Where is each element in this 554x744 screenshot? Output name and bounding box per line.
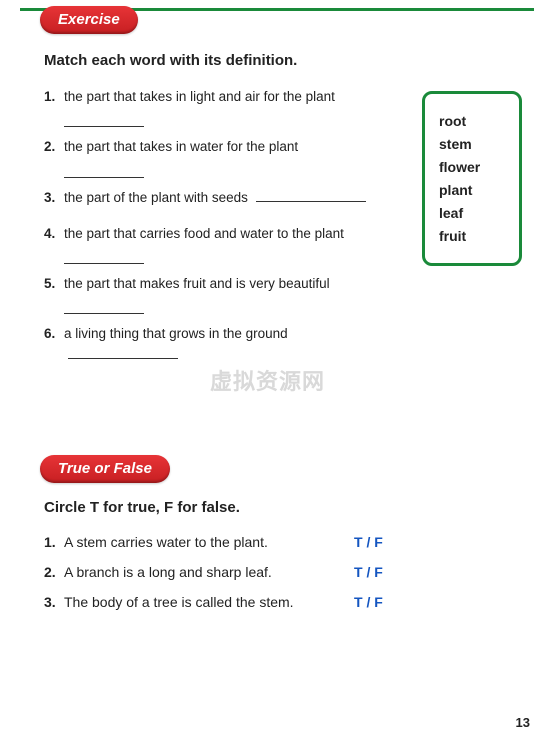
question-text-inner: the part of the plant with seeds [64, 190, 248, 205]
tf-item: 2. A branch is a long and sharp leaf. T … [44, 564, 554, 580]
answer-blank[interactable] [64, 250, 144, 264]
tf-choice[interactable]: T / F [354, 534, 383, 550]
true-false-pill: True or False [40, 455, 170, 483]
true-false-pill-label: True or False [58, 460, 152, 477]
tf-text: The body of a tree is called the stem. [64, 594, 354, 610]
tf-number: 2. [44, 564, 64, 580]
question-item: 6. a living thing that grows in the grou… [44, 324, 526, 365]
word-box: root stem flower plant leaf fruit [422, 91, 522, 266]
tf-text: A stem carries water to the plant. [64, 534, 354, 550]
tf-choice[interactable]: T / F [354, 564, 383, 580]
question-number: 4. [44, 224, 64, 244]
question-number: 2. [44, 137, 64, 157]
tf-item: 3. The body of a tree is called the stem… [44, 594, 554, 610]
question-text: the part that makes fruit and is very be… [64, 274, 526, 294]
word-option: stem [439, 136, 505, 152]
question-item: 5. the part that makes fruit and is very… [44, 274, 526, 294]
exercise-instruction: Match each word with its definition. [44, 52, 554, 69]
word-option: fruit [439, 228, 505, 244]
answer-blank[interactable] [64, 113, 144, 127]
question-number: 3. [44, 188, 64, 208]
word-option: leaf [439, 205, 505, 221]
question-text: a living thing that grows in the ground [64, 324, 526, 365]
true-false-section: True or False Circle T for true, F for f… [0, 455, 554, 610]
answer-blank[interactable] [68, 347, 178, 359]
question-text-inner: a living thing that grows in the ground [64, 326, 288, 341]
match-area: 1. the part that takes in light and air … [44, 87, 526, 365]
word-option: root [439, 113, 505, 129]
question-number: 6. [44, 324, 64, 344]
true-false-instruction: Circle T for true, F for false. [44, 499, 554, 516]
answer-blank[interactable] [64, 300, 144, 314]
question-number: 5. [44, 274, 64, 294]
exercise-pill: Exercise [40, 6, 138, 34]
tf-number: 1. [44, 534, 64, 550]
word-option: plant [439, 182, 505, 198]
tf-number: 3. [44, 594, 64, 610]
watermark: 虚拟资源网 [210, 364, 325, 396]
exercise-pill-label: Exercise [58, 11, 120, 28]
tf-item: 1. A stem carries water to the plant. T … [44, 534, 554, 550]
word-option: flower [439, 159, 505, 175]
answer-blank[interactable] [256, 190, 366, 202]
answer-blank[interactable] [64, 164, 144, 178]
tf-text: A branch is a long and sharp leaf. [64, 564, 354, 580]
question-number: 1. [44, 87, 64, 107]
page-number: 13 [516, 715, 530, 730]
tf-choice[interactable]: T / F [354, 594, 383, 610]
